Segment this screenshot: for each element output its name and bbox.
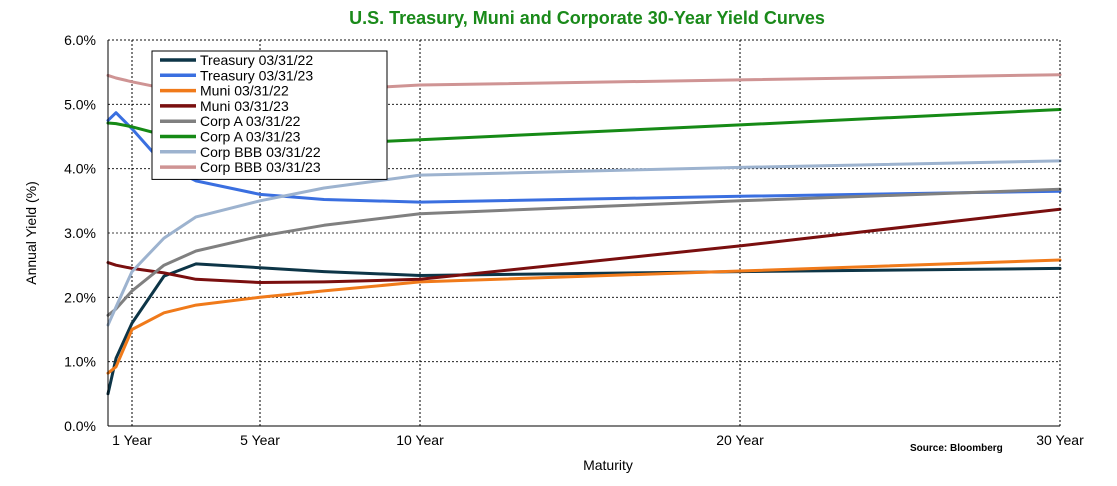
y-tick-label: 4.0% [64, 161, 96, 177]
legend-label: Treasury 03/31/22 [200, 52, 313, 68]
series-line-muni-03-31-22 [106, 258, 1062, 375]
y-axis-label: Annual Yield (%) [23, 181, 39, 285]
series-line-muni-03-31-23 [106, 207, 1062, 284]
x-axis-label: Maturity [583, 457, 633, 473]
series-line-treasury-03-31-22 [106, 262, 1062, 396]
y-tick-labels: 0.0% 1.0% 2.0% 3.0% 4.0% 5.0% 6.0% [64, 32, 96, 434]
source-note: Source: Bloomberg [910, 443, 1003, 454]
x-tick-label: 10 Year [396, 432, 444, 448]
legend-label: Muni 03/31/23 [200, 98, 289, 114]
x-tick-labels: 1 Year 5 Year 10 Year 20 Year 30 Year [112, 432, 1084, 448]
series-line-treasury-03-31-23 [106, 111, 1062, 204]
x-tick-label: 5 Year [240, 432, 280, 448]
x-tick-label: 1 Year [112, 432, 152, 448]
legend-label: Corp BBB 03/31/23 [200, 159, 321, 175]
y-tick-label: 5.0% [64, 96, 96, 112]
legend-box [151, 50, 388, 180]
chart-title: U.S. Treasury, Muni and Corporate 30-Yea… [349, 8, 825, 28]
axes [107, 39, 1061, 427]
maturity-markers [131, 40, 741, 426]
legend-label: Muni 03/31/22 [200, 83, 289, 99]
legend-label: Corp A 03/31/22 [200, 113, 301, 129]
y-tick-label: 0.0% [64, 418, 96, 434]
legend-label: Corp A 03/31/23 [200, 129, 301, 145]
legend-label: Treasury 03/31/23 [200, 67, 313, 83]
series-line-corp-a-03-31-22 [106, 187, 1062, 317]
x-tick-label: 20 Year [716, 432, 764, 448]
series-line-corp-bbb-03-31-22 [106, 159, 1062, 327]
legend-label: Corp BBB 03/31/22 [200, 144, 321, 160]
y-tick-label: 1.0% [64, 354, 96, 370]
x-tick-label: 30 Year [1036, 432, 1084, 448]
y-tick-label: 3.0% [64, 225, 96, 241]
y-tick-label: 6.0% [64, 32, 96, 48]
y-tick-label: 2.0% [64, 289, 96, 305]
